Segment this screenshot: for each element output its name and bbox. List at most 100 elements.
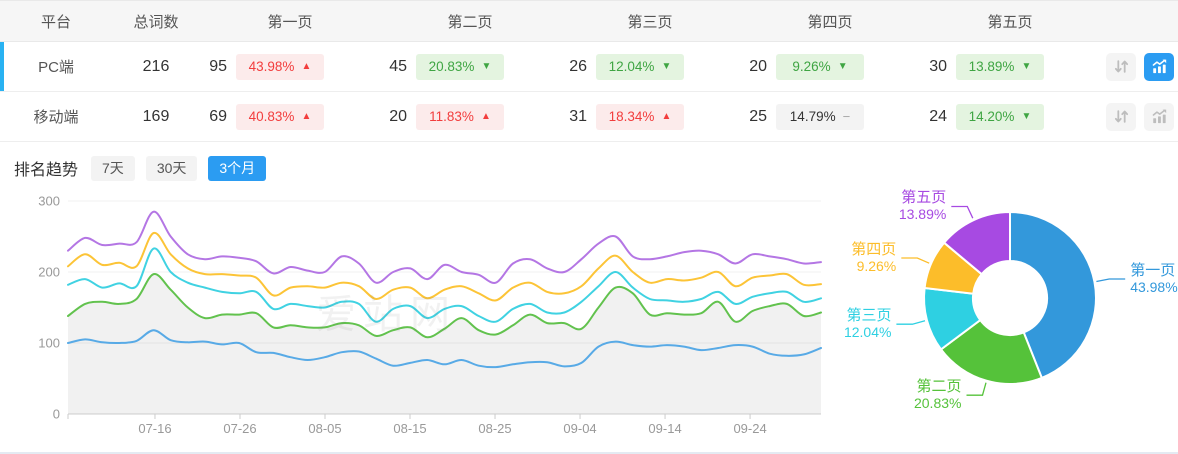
total-words-cell: 216 [142, 57, 170, 75]
page-change-pct: 11.83% [429, 109, 474, 124]
rank-trend-line-chart[interactable]: 07-16 07-26 08-05 08-15 08-25 09-04 09-14 09-24… [28, 195, 828, 440]
x-axis-label: 09-24 [733, 421, 766, 436]
page-cell: 26 12.04% ▼ [560, 53, 740, 80]
trend-down-icon: ▼ [1021, 110, 1032, 122]
page-change-pct: 14.79% [789, 109, 836, 124]
page-count: 20 [749, 57, 767, 75]
trend-down-icon: ▼ [1021, 60, 1032, 72]
page-change-badge: 18.34% ▲ [596, 103, 684, 130]
y-axis-label: 100 [38, 336, 60, 351]
pie-slice-第二页[interactable] [939, 318, 1044, 385]
y-axis-label: 200 [38, 265, 60, 280]
platform-cell: 移动端 [33, 109, 79, 126]
donut-label-name: 第三页 [846, 307, 892, 325]
page-count: 25 [749, 107, 767, 125]
sort-button[interactable] [1106, 102, 1136, 131]
trend-line-第一页[interactable] [67, 329, 822, 369]
total-words-cell: 169 [142, 107, 170, 125]
donut-label-name: 第一页 [1130, 262, 1176, 279]
area-fill-第二页 [68, 273, 821, 414]
y-axis-label: 0 [53, 407, 60, 422]
page-change-pct: 13.89% [968, 59, 1015, 74]
donut-label-第四页: 第四页 9.26% [851, 241, 896, 275]
donut-label-name: 第四页 [851, 241, 897, 258]
x-axis-label: 07-26 [223, 421, 256, 436]
page-count: 20 [389, 107, 407, 125]
trend-up-icon: ▲ [301, 110, 312, 122]
trend-chart-icon [1152, 59, 1166, 74]
table-row[interactable]: PC端 216 95 43.98% ▲ 45 20.83% ▼ 26 12.04% ▼ 20 9.26%… [0, 42, 1178, 92]
donut-label-第三页: 第三页 12.04% [844, 307, 891, 341]
trend-range-tabs: 7天 30天 3个月 [91, 155, 267, 181]
tab-range-1[interactable]: 30天 [145, 155, 198, 181]
page-change-badge: 13.89% ▼ [956, 53, 1044, 80]
page-change-badge: 20.83% ▼ [416, 53, 504, 80]
donut-label-name: 第二页 [916, 378, 962, 396]
page-change-badge: 40.83% ▲ [236, 103, 324, 130]
page-change-badge: 14.20% ▼ [956, 103, 1044, 130]
page-cell: 20 11.83% ▲ [380, 103, 560, 130]
page-count: 26 [569, 57, 587, 75]
page-cell: 31 18.34% ▲ [560, 103, 740, 130]
page-change-badge: 9.26% ▼ [776, 53, 864, 80]
donut-label-第一页: 第一页 43.98% [1130, 262, 1177, 296]
x-axis-label: 09-04 [563, 421, 596, 436]
trend-line-第四页[interactable] [67, 231, 822, 302]
pie-slice-第一页[interactable] [1009, 210, 1097, 380]
trend-down-icon: ▼ [481, 60, 492, 72]
page-distribution-donut-chart[interactable] [830, 151, 1178, 451]
column-header-page1: 第一页 [267, 13, 313, 31]
x-axis-label: 08-25 [478, 421, 511, 436]
page-change-badge: 12.04% ▼ [596, 53, 684, 80]
page-change-badge: 14.79% − [776, 103, 864, 130]
page-count: 95 [209, 57, 227, 75]
donut-label-percent: 12.04% [843, 324, 892, 341]
page-count: 24 [929, 107, 947, 125]
table-body: PC端 216 95 43.98% ▲ 45 20.83% ▼ 26 12.04% ▼ 20 9.26%… [0, 42, 1178, 142]
page-change-pct: 20.83% [428, 59, 475, 74]
sort-button[interactable] [1106, 52, 1136, 81]
sort-arrows-icon [1114, 60, 1128, 73]
page-change-badge: 43.98% ▲ [236, 53, 324, 80]
x-axis-label: 07-16 [138, 421, 171, 436]
label-leader-line [951, 205, 974, 219]
trend-line-第五页[interactable] [67, 210, 822, 284]
donut-label-第二页: 第二页 20.83% [914, 378, 961, 412]
tab-range-2[interactable]: 3个月 [208, 155, 267, 181]
donut-label-percent: 20.83% [913, 395, 962, 412]
label-leader-line [896, 320, 926, 325]
table-header: 平台 总词数 第一页 第二页 第三页 第四页 第五页 [0, 1, 1178, 42]
page-change-badge: 11.83% ▲ [416, 103, 504, 130]
trend-up-icon: ▲ [661, 110, 672, 122]
page-cell: 24 14.20% ▼ [920, 103, 1100, 130]
page-cell: 45 20.83% ▼ [380, 53, 560, 80]
trend-section-header: 排名趋势 7天 30天 3个月 [14, 155, 1178, 181]
donut-label-percent: 9.26% [856, 258, 897, 274]
column-header-page5: 第五页 [987, 13, 1033, 31]
show-chart-button[interactable] [1144, 52, 1174, 81]
donut-label-percent: 13.89% [898, 206, 947, 223]
page-cell: 20 9.26% ▼ [740, 53, 920, 80]
table-row[interactable]: 移动端 169 69 40.83% ▲ 20 11.83% ▲ 31 18.34% ▲ 25 14.79… [0, 92, 1178, 142]
column-header-page4: 第四页 [807, 13, 853, 31]
trend-line-第三页[interactable] [67, 247, 822, 323]
row-actions [1100, 52, 1178, 81]
trend-down-icon: ▼ [661, 60, 672, 72]
column-header-total: 总词数 [133, 13, 179, 31]
trend-up-icon: ▲ [301, 60, 312, 72]
show-chart-button[interactable] [1144, 102, 1174, 131]
page-change-pct: 14.20% [968, 109, 1015, 124]
x-axis-label: 08-15 [393, 421, 426, 436]
x-axis-label: 08-05 [308, 421, 341, 436]
x-axis-label: 09-14 [648, 421, 681, 436]
donut-label-name: 第五页 [901, 189, 947, 207]
tab-range-0[interactable]: 7天 [91, 155, 135, 181]
donut-label-第五页: 第五页 13.89% [899, 189, 946, 223]
trend-up-icon: ▲ [480, 110, 491, 122]
trend-line-第二页[interactable] [67, 273, 822, 339]
page-change-pct: 12.04% [608, 59, 655, 74]
platform-cell: PC端 [38, 59, 74, 76]
pie-slice-第五页[interactable] [942, 210, 1011, 276]
page-count: 31 [569, 107, 587, 125]
